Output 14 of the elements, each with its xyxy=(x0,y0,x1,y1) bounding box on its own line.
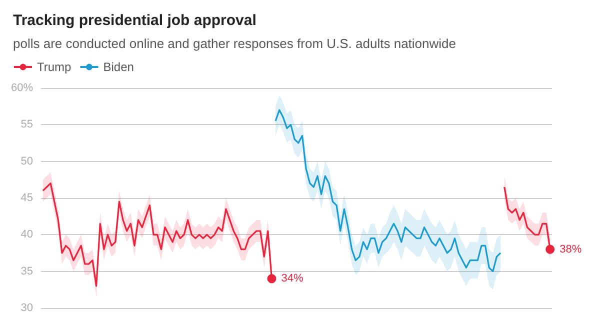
chart-title: Tracking presidential job approval xyxy=(13,12,256,29)
legend-label: Trump xyxy=(37,60,72,74)
data-label: 34% xyxy=(281,272,304,285)
data-label: 38% xyxy=(560,243,582,256)
y-tick-label: 55 xyxy=(20,118,34,131)
y-tick-label: 30 xyxy=(20,302,34,314)
line-series xyxy=(274,109,502,272)
y-tick-label: 40 xyxy=(20,228,34,241)
y-tick-label: 50 xyxy=(20,155,34,168)
y-tick-label: 60% xyxy=(10,82,34,94)
chart-subtitle: polls are conducted online and gather responses from U.S. adults nationwide xyxy=(13,36,456,51)
y-tick-label: 45 xyxy=(20,192,34,204)
legend-label: Biden xyxy=(103,60,134,74)
y-tick-label: 35 xyxy=(20,265,34,278)
